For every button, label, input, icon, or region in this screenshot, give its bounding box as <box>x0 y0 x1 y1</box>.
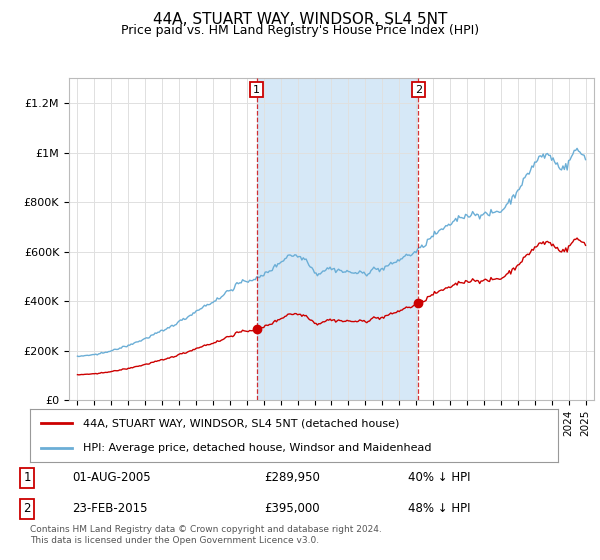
Text: HPI: Average price, detached house, Windsor and Maidenhead: HPI: Average price, detached house, Wind… <box>83 442 431 452</box>
Text: £289,950: £289,950 <box>264 471 320 484</box>
Text: £395,000: £395,000 <box>264 502 320 515</box>
Bar <box>257 78 418 400</box>
Text: 40% ↓ HPI: 40% ↓ HPI <box>408 471 470 484</box>
Text: Contains HM Land Registry data © Crown copyright and database right 2024.
This d: Contains HM Land Registry data © Crown c… <box>30 525 382 545</box>
Text: 44A, STUART WAY, WINDSOR, SL4 5NT: 44A, STUART WAY, WINDSOR, SL4 5NT <box>153 12 447 27</box>
Text: 1: 1 <box>23 471 31 484</box>
Text: 2: 2 <box>23 502 31 515</box>
Text: 23-FEB-2015: 23-FEB-2015 <box>72 502 148 515</box>
Text: 1: 1 <box>253 85 260 95</box>
Text: 2: 2 <box>415 85 422 95</box>
Text: 44A, STUART WAY, WINDSOR, SL4 5NT (detached house): 44A, STUART WAY, WINDSOR, SL4 5NT (detac… <box>83 418 399 428</box>
Text: 48% ↓ HPI: 48% ↓ HPI <box>408 502 470 515</box>
Text: 01-AUG-2005: 01-AUG-2005 <box>72 471 151 484</box>
Text: Price paid vs. HM Land Registry's House Price Index (HPI): Price paid vs. HM Land Registry's House … <box>121 24 479 36</box>
